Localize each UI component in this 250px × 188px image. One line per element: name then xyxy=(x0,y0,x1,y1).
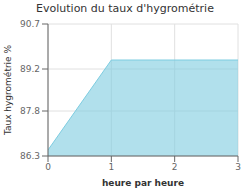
svg-text:0: 0 xyxy=(45,162,51,172)
svg-text:heure par heure: heure par heure xyxy=(102,178,184,188)
svg-text:87.8: 87.8 xyxy=(20,106,40,116)
svg-text:3: 3 xyxy=(235,162,241,172)
svg-text:90.7: 90.7 xyxy=(20,19,40,29)
svg-text:1: 1 xyxy=(108,162,114,172)
svg-text:89.2: 89.2 xyxy=(20,64,40,74)
svg-text:Taux hygrométrie %: Taux hygrométrie % xyxy=(8,44,13,136)
svg-text:86.3: 86.3 xyxy=(20,151,40,161)
svg-text:2: 2 xyxy=(172,162,178,172)
html-text:Evolution du taux d'hygrométri: Evolution du taux d'hygrométrie xyxy=(36,2,214,15)
